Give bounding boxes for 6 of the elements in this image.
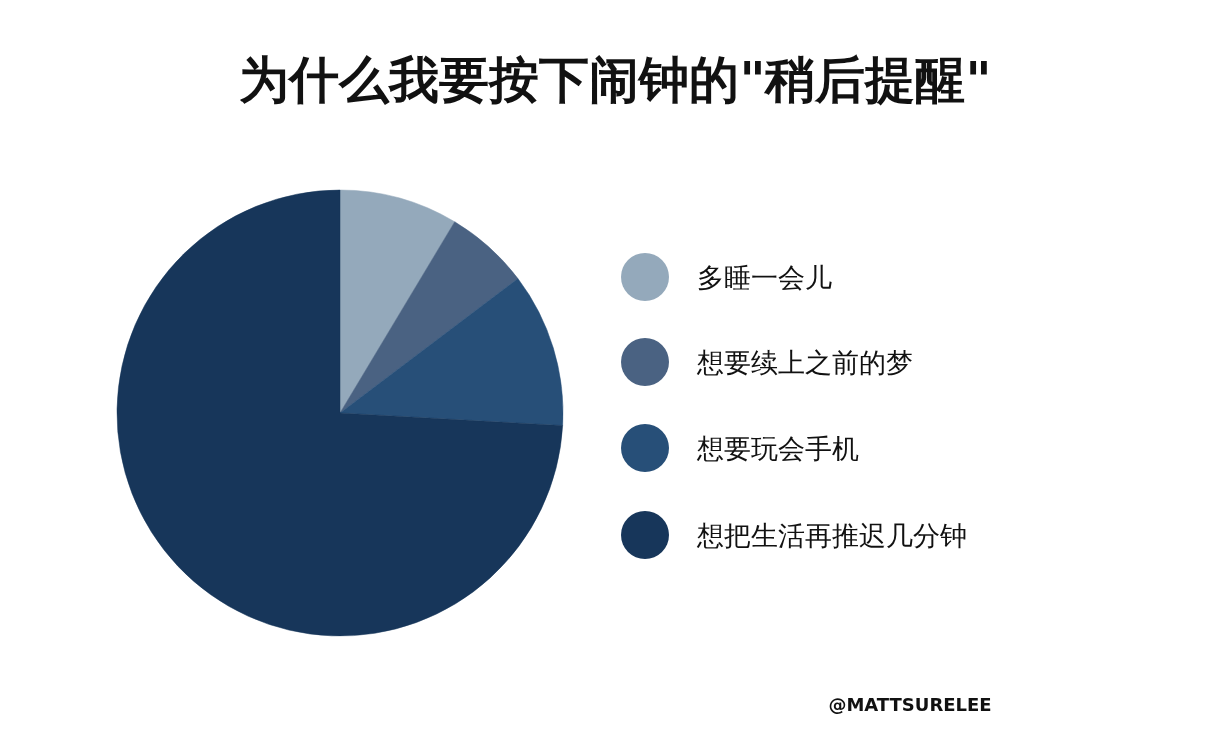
text: @MATTSURELEE <box>828 694 992 715</box>
chart-title: 为什么我要按下闹钟的"稍后提醒" <box>239 51 992 109</box>
legend-label: 想把生活再推迟几分钟 <box>696 520 967 551</box>
legend-label: 想要玩会手机 <box>696 433 859 464</box>
legend-label: 想要续上之前的梦 <box>696 347 913 378</box>
legend-label: 多睡一会儿 <box>697 262 832 293</box>
